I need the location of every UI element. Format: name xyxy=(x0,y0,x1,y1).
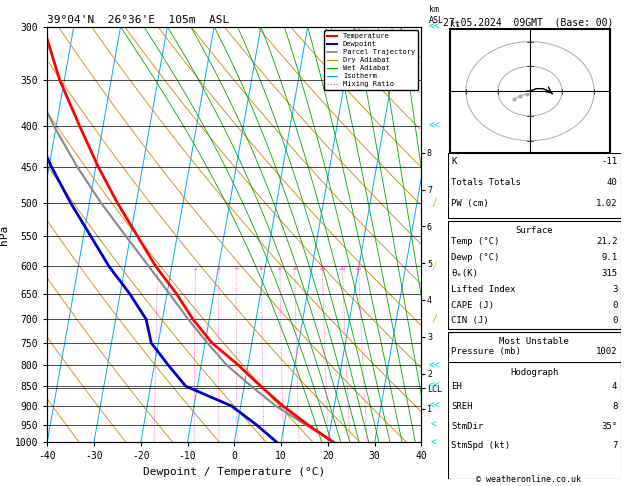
Legend: Temperature, Dewpoint, Parcel Trajectory, Dry Adiabat, Wet Adiabat, Isotherm, Mi: Temperature, Dewpoint, Parcel Trajectory… xyxy=(324,30,418,90)
Bar xyxy=(448,332,621,422)
Text: StmDir: StmDir xyxy=(451,421,484,431)
Text: <<: << xyxy=(428,381,440,391)
Text: Temp (°C): Temp (°C) xyxy=(451,237,499,246)
Text: kt: kt xyxy=(450,20,460,29)
Text: Hodograph: Hodograph xyxy=(510,368,559,377)
Text: <<: << xyxy=(428,360,440,370)
Text: 6: 6 xyxy=(259,266,263,271)
Text: 2: 2 xyxy=(194,266,198,271)
Text: /: / xyxy=(431,261,437,271)
Text: CIN (J): CIN (J) xyxy=(451,316,489,326)
Text: /: / xyxy=(431,198,437,208)
Text: EH: EH xyxy=(451,382,462,391)
Text: 21.2: 21.2 xyxy=(596,237,617,246)
Text: <: < xyxy=(431,437,437,447)
Text: CAPE (J): CAPE (J) xyxy=(451,300,494,310)
Text: 8: 8 xyxy=(612,402,617,411)
Text: <<: << xyxy=(428,401,440,411)
Text: Pressure (mb): Pressure (mb) xyxy=(451,347,521,356)
Text: <<: << xyxy=(428,22,440,32)
Text: 1002: 1002 xyxy=(596,347,617,356)
Text: SREH: SREH xyxy=(451,402,473,411)
Text: 3: 3 xyxy=(217,266,221,271)
Text: Most Unstable: Most Unstable xyxy=(499,337,569,346)
Text: 15: 15 xyxy=(318,266,326,271)
Text: 0: 0 xyxy=(612,393,617,401)
Text: © weatheronline.co.uk: © weatheronline.co.uk xyxy=(476,474,581,484)
Text: θₑ (K): θₑ (K) xyxy=(451,363,484,371)
Text: 9.1: 9.1 xyxy=(601,253,617,262)
Text: Lifted Index: Lifted Index xyxy=(451,285,516,294)
Text: StmSpd (kt): StmSpd (kt) xyxy=(451,441,510,451)
Text: 1: 1 xyxy=(156,266,160,271)
Y-axis label: hPa: hPa xyxy=(0,225,9,244)
Bar xyxy=(448,153,621,218)
Text: 3: 3 xyxy=(612,285,617,294)
Text: 4: 4 xyxy=(612,382,617,391)
Text: <: < xyxy=(431,419,437,430)
Text: 27.05.2024  09GMT  (Base: 00): 27.05.2024 09GMT (Base: 00) xyxy=(443,17,613,27)
Text: 25: 25 xyxy=(355,266,362,271)
Text: 39°04'N  26°36'E  105m  ASL: 39°04'N 26°36'E 105m ASL xyxy=(47,15,230,25)
Text: 315: 315 xyxy=(601,269,617,278)
Text: 3: 3 xyxy=(612,378,617,386)
X-axis label: Dewpoint / Temperature (°C): Dewpoint / Temperature (°C) xyxy=(143,467,325,477)
Text: CAPE (J): CAPE (J) xyxy=(451,393,494,401)
Text: 8: 8 xyxy=(278,266,282,271)
Text: CIN (J): CIN (J) xyxy=(451,408,489,417)
Text: km
ASL: km ASL xyxy=(429,5,444,25)
Text: -11: -11 xyxy=(601,157,617,166)
Text: Dewp (°C): Dewp (°C) xyxy=(451,253,499,262)
Text: 315: 315 xyxy=(601,363,617,371)
Text: 40: 40 xyxy=(606,178,617,187)
Text: <<: << xyxy=(428,121,440,131)
Bar xyxy=(448,221,621,330)
Text: 35°: 35° xyxy=(601,421,617,431)
Text: 10: 10 xyxy=(291,266,298,271)
Text: 0: 0 xyxy=(612,316,617,326)
Text: Lifted Index: Lifted Index xyxy=(451,378,516,386)
Text: 0: 0 xyxy=(612,300,617,310)
Text: PW (cm): PW (cm) xyxy=(451,199,489,208)
Text: 1.02: 1.02 xyxy=(596,199,617,208)
Text: /: / xyxy=(431,314,437,324)
Text: θₑ(K): θₑ(K) xyxy=(451,269,478,278)
Text: 0: 0 xyxy=(612,408,617,417)
Text: 7: 7 xyxy=(612,441,617,451)
Text: 4: 4 xyxy=(234,266,238,271)
Text: Surface: Surface xyxy=(516,226,553,235)
Text: K: K xyxy=(451,157,457,166)
Text: Totals Totals: Totals Totals xyxy=(451,178,521,187)
Text: 20: 20 xyxy=(338,266,346,271)
